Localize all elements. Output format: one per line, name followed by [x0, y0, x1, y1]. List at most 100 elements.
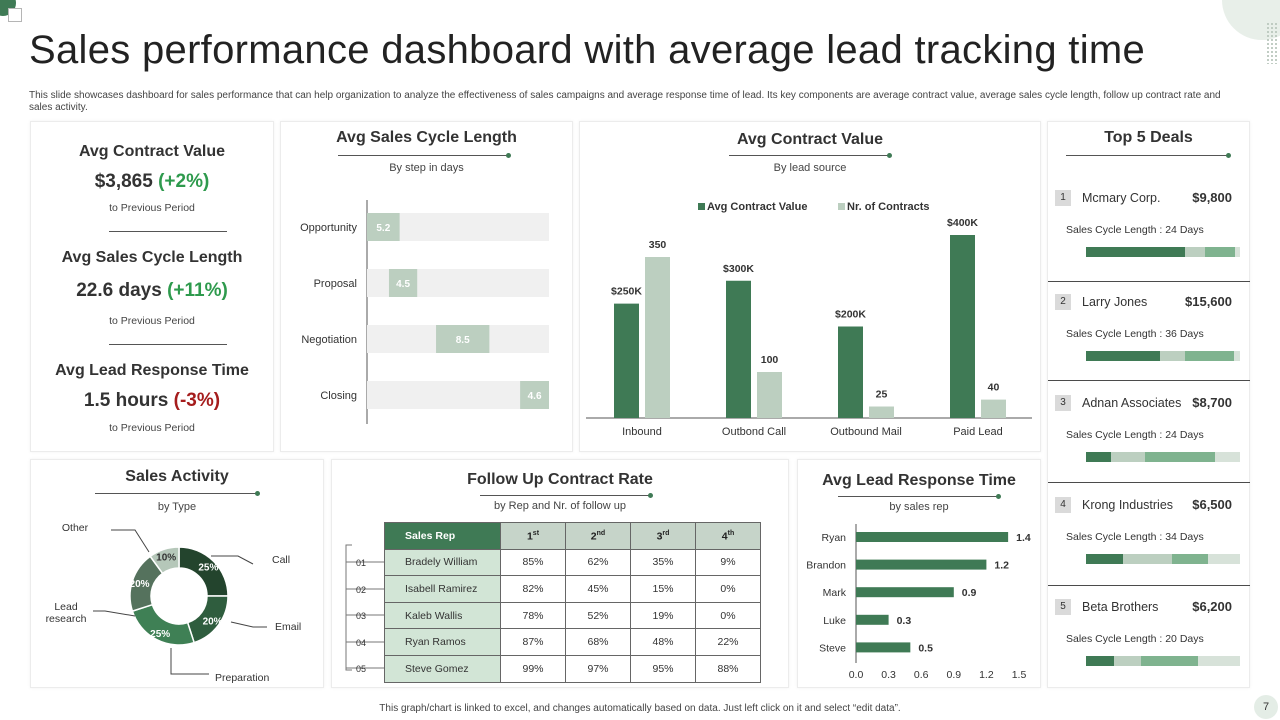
deal-card: 3 Adnan Associates $8,700 Sales Cycle Le…	[1048, 395, 1250, 483]
followup-title: Follow Up Contract Rate	[467, 471, 653, 488]
page-number: 7	[1254, 695, 1278, 719]
contract-chart: Avg Contract Value Nr. of Contracts $250K 3…	[586, 201, 1032, 438]
table-row: Kaleb Wallis 78% 52% 19% 0%	[384, 601, 761, 630]
deal-bar-segment	[1215, 452, 1240, 462]
title-underline	[338, 153, 511, 158]
slice-category-label: Preparation	[215, 672, 269, 684]
rep-name: Ryan Ramos	[384, 628, 501, 656]
slice-value-label: 20%	[203, 616, 223, 627]
deal-value: $8,700	[1192, 395, 1232, 410]
rep-name: Isabell Ramirez	[384, 575, 501, 603]
table-cell: 95%	[630, 654, 696, 683]
deal-rank: 2	[1055, 294, 1071, 310]
deal-bar-segment	[1141, 656, 1199, 666]
row-number: 04	[356, 638, 367, 648]
deal-bar-segment	[1204, 247, 1236, 257]
data-label: 5.2	[376, 223, 390, 234]
row-number: 02	[356, 585, 367, 595]
row-bracket	[345, 544, 384, 671]
activity-panel: Sales Activity by Type 25% 20% 25% 20% 10% Ca…	[30, 459, 324, 688]
table-cell: 88%	[695, 654, 761, 683]
table-header-row: Sales Rep 1st 2nd 3rd 4th	[384, 522, 761, 550]
data-label: $400K	[947, 217, 978, 229]
dot-pattern	[1266, 22, 1278, 64]
header-num: 2	[590, 530, 597, 543]
bar-contract-value	[838, 326, 863, 418]
rep-name: Kaleb Wallis	[384, 601, 501, 630]
data-label: 350	[649, 239, 667, 251]
deal-bar-segment	[1235, 247, 1240, 257]
deal-bar-segment	[1122, 554, 1173, 564]
table-cell: 68%	[565, 628, 631, 656]
page-subtitle: This slide showcases dashboard for sales…	[29, 90, 1221, 113]
tick-label: 0.6	[914, 669, 929, 681]
slice-category-label: Other	[62, 522, 89, 534]
pie-slice	[149, 546, 180, 575]
table-cell: 82%	[500, 575, 566, 603]
deal-bar-segment	[1207, 554, 1240, 564]
data-label: 25	[876, 389, 888, 401]
deal-card: 5 Beta Brothers $6,200 Sales Cycle Lengt…	[1048, 599, 1250, 685]
deal-bar-segment	[1172, 554, 1208, 564]
kpi-number: 22.6 days	[76, 280, 162, 301]
table-cell: 0%	[695, 601, 761, 630]
data-label: 8.5	[456, 335, 470, 346]
slice-value-label: 25%	[198, 563, 218, 574]
contract-title: Avg Contract Value	[736, 131, 884, 148]
table-cell: 87%	[500, 628, 566, 656]
title-underline	[729, 153, 892, 158]
deal-cycle: Sales Cycle Length : 34 Days	[1066, 531, 1204, 543]
deal-bar-segment	[1086, 452, 1111, 462]
slice-category-label: research	[46, 613, 87, 625]
category-label: Outbound Mail	[830, 426, 902, 438]
bar-track	[367, 381, 549, 409]
contract-subtitle: By lead source	[773, 162, 847, 174]
slice-category-label: Call	[272, 554, 290, 566]
kpi-number: 1.5 hours	[83, 390, 169, 411]
bar	[856, 587, 954, 598]
data-label: 1.2	[994, 560, 1009, 572]
bar	[856, 614, 889, 625]
deal-bar-segment	[1233, 351, 1240, 361]
table-cell: 48%	[630, 628, 696, 656]
table-cell: 22%	[695, 628, 761, 656]
deal-rank: 3	[1055, 395, 1071, 411]
slice-value-label: 25%	[150, 629, 170, 640]
table-cell: 19%	[630, 601, 696, 630]
cycle-chart: 5.2 Opportunity 4.5 Proposal 8.5 Negotiation 4…	[300, 200, 549, 424]
deals-panel: Top 5 Deals	[1047, 121, 1250, 688]
kpi-panel: Avg Contract Value $3,865 (+2%) to Previ…	[30, 121, 274, 452]
deal-bar-segment	[1159, 351, 1185, 361]
tick-label: 1.2	[979, 669, 994, 681]
deal-name: Mcmary Corp.	[1082, 191, 1161, 205]
leader-line	[93, 610, 136, 617]
kpi-separator	[109, 344, 227, 345]
data-label: 100	[761, 354, 779, 366]
deal-bar-segment	[1184, 247, 1205, 257]
table-row: Isabell Ramirez 82% 45% 15% 0%	[384, 575, 761, 603]
deal-bar-segment	[1086, 656, 1114, 666]
slice-category-label: Lead	[54, 601, 78, 613]
cycle-subtitle: By step in days	[389, 162, 464, 174]
kpi-number: $3,865	[94, 171, 153, 192]
kpi-change: (+11%)	[167, 280, 228, 301]
table-cell: 35%	[630, 548, 696, 577]
category-label: Mark	[823, 587, 847, 599]
deal-cycle: Sales Cycle Length : 24 Days	[1066, 224, 1204, 236]
kpi-note: to Previous Period	[109, 422, 195, 434]
table-cell: 0%	[695, 575, 761, 603]
rep-name: Steve Gomez	[384, 654, 501, 683]
table-cell: 52%	[565, 601, 631, 630]
deal-progress-bar	[1086, 554, 1240, 564]
kpi-value: 22.6 days (+11%)	[31, 280, 273, 302]
header-col: 4th	[695, 522, 761, 550]
deal-progress-bar	[1086, 247, 1240, 257]
deal-name: Adnan Associates	[1082, 396, 1182, 410]
category-label: Negotiation	[301, 334, 357, 346]
data-label: $250K	[611, 286, 642, 298]
title-underline	[95, 491, 260, 496]
activity-chart: 25% 20% 25% 20% 10% Call Email Preparation Leadr…	[46, 522, 302, 684]
deals-title: Top 5 Deals	[1104, 129, 1193, 146]
legend-swatch	[698, 203, 705, 210]
leader-line	[170, 648, 209, 675]
